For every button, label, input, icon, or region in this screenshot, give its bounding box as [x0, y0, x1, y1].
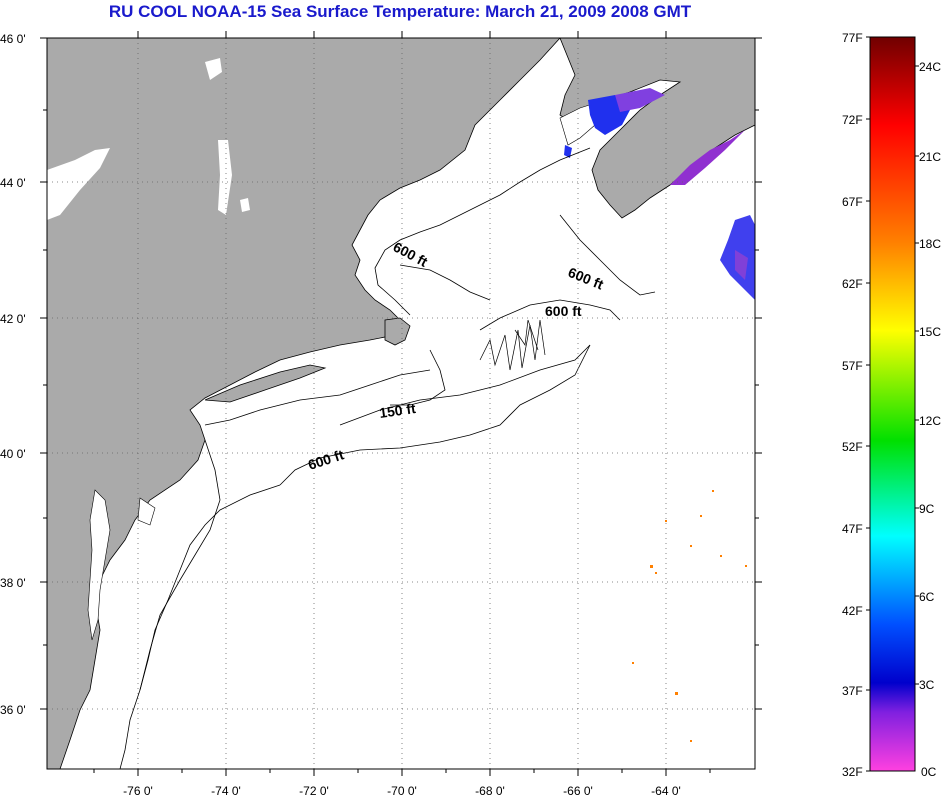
cbar-f-72: 72F [842, 113, 863, 127]
lon-label-64: -64 0' [651, 784, 681, 798]
land-long-island [204, 364, 327, 403]
cbar-f-57: 57F [842, 359, 863, 373]
cbar-f-47: 47F [842, 522, 863, 536]
cbar-f-42: 42F [842, 604, 863, 618]
lake-champlain [218, 140, 232, 215]
cbar-f-77: 77F [842, 31, 863, 45]
map-gridlines [47, 38, 755, 769]
sst-patch-gulf-st-lawrence [615, 88, 665, 112]
cbar-c-3: 3C [919, 678, 935, 692]
map-title: RU COOL NOAA-15 Sea Surface Temperature:… [108, 2, 692, 21]
georges-bank-detail [479, 319, 546, 371]
cbar-c-15: 15C [919, 325, 941, 339]
map-frame [46, 37, 756, 770]
lon-label-76: -76 0' [123, 784, 153, 798]
sst-patch-east-purple [735, 250, 748, 280]
cbar-c-24: 24C [919, 60, 941, 74]
lon-label-68: -68 0' [475, 784, 505, 798]
sst-warm-pixels [632, 490, 747, 742]
cbar-c-21: 21C [919, 150, 941, 164]
cbar-f-37: 37F [842, 684, 863, 698]
colorbar-ticks [866, 36, 919, 772]
lon-label-70: -70 0' [387, 784, 417, 798]
contour-label-600ft-georges: 600 ft [545, 303, 582, 319]
cbar-f-67: 67F [842, 195, 863, 209]
sst-patch-nova-scotia [670, 130, 745, 185]
lat-label-46: 46 0' [0, 32, 26, 46]
lon-label-74: -74 0' [211, 784, 241, 798]
cbar-c-0: 0C [921, 765, 937, 779]
bathymetry-contours [119, 147, 656, 769]
lat-label-38: 38 0' [0, 576, 26, 590]
cbar-f-52: 52F [842, 440, 863, 454]
cbar-f-62: 62F [842, 277, 863, 291]
cbar-c-6: 6C [919, 590, 935, 604]
cbar-c-18: 18C [919, 237, 941, 251]
lake-ontario [47, 148, 110, 220]
lake-moosehead [205, 58, 222, 80]
lake-small [240, 198, 250, 212]
delaware-bay [137, 497, 156, 526]
land-cape-cod [384, 317, 411, 346]
lat-label-40: 40 0' [0, 447, 26, 461]
lat-label-44: 44 0' [0, 176, 26, 190]
map-ticks [40, 31, 762, 776]
colorbar [869, 36, 916, 772]
sst-patch-maine [564, 145, 572, 158]
cbar-f-32: 32F [842, 765, 863, 779]
lat-label-36: 36 0' [0, 703, 26, 717]
cbar-c-9: 9C [919, 502, 935, 516]
lon-label-66: -66 0' [563, 784, 593, 798]
lat-label-42: 42 0' [0, 312, 26, 326]
cbar-c-12: 12C [919, 414, 941, 428]
contour-label-150ft: 150 ft [378, 400, 417, 421]
chesapeake-bay [87, 489, 111, 641]
lon-label-72: -72 0' [299, 784, 329, 798]
